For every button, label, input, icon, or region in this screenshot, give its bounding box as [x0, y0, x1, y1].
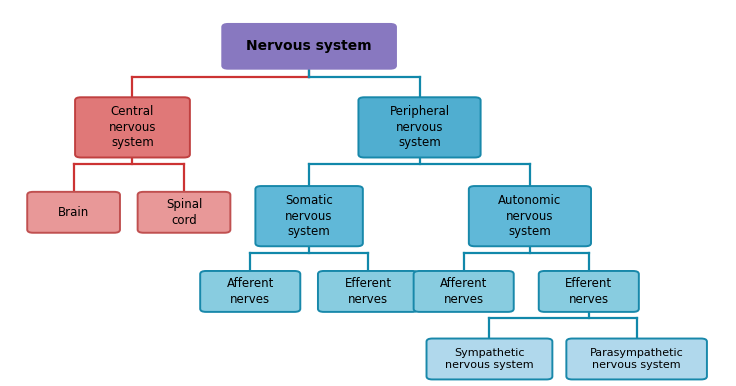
FancyBboxPatch shape — [358, 97, 481, 157]
Text: Central
nervous
system: Central nervous system — [109, 105, 156, 149]
FancyBboxPatch shape — [539, 271, 639, 312]
Text: Somatic
nervous
system: Somatic nervous system — [286, 194, 333, 238]
FancyBboxPatch shape — [567, 339, 707, 379]
Text: Spinal
cord: Spinal cord — [166, 198, 202, 227]
Text: Sympathetic
nervous system: Sympathetic nervous system — [445, 348, 534, 370]
FancyBboxPatch shape — [469, 186, 591, 246]
FancyBboxPatch shape — [138, 192, 230, 233]
FancyBboxPatch shape — [414, 271, 514, 312]
Text: Peripheral
nervous
system: Peripheral nervous system — [389, 105, 450, 149]
FancyBboxPatch shape — [27, 192, 120, 233]
Text: Efferent
nerves: Efferent nerves — [344, 277, 392, 306]
FancyBboxPatch shape — [200, 271, 300, 312]
Text: Parasympathetic
nervous system: Parasympathetic nervous system — [590, 348, 684, 370]
FancyBboxPatch shape — [222, 24, 396, 69]
Text: Afferent
nerves: Afferent nerves — [227, 277, 274, 306]
FancyBboxPatch shape — [318, 271, 418, 312]
Text: Brain: Brain — [58, 206, 89, 219]
Text: Autonomic
nervous
system: Autonomic nervous system — [498, 194, 562, 238]
FancyBboxPatch shape — [427, 339, 552, 379]
FancyBboxPatch shape — [255, 186, 363, 246]
Text: Nervous system: Nervous system — [247, 39, 372, 53]
Text: Afferent
nerves: Afferent nerves — [440, 277, 487, 306]
FancyBboxPatch shape — [75, 97, 190, 157]
Text: Efferent
nerves: Efferent nerves — [565, 277, 612, 306]
